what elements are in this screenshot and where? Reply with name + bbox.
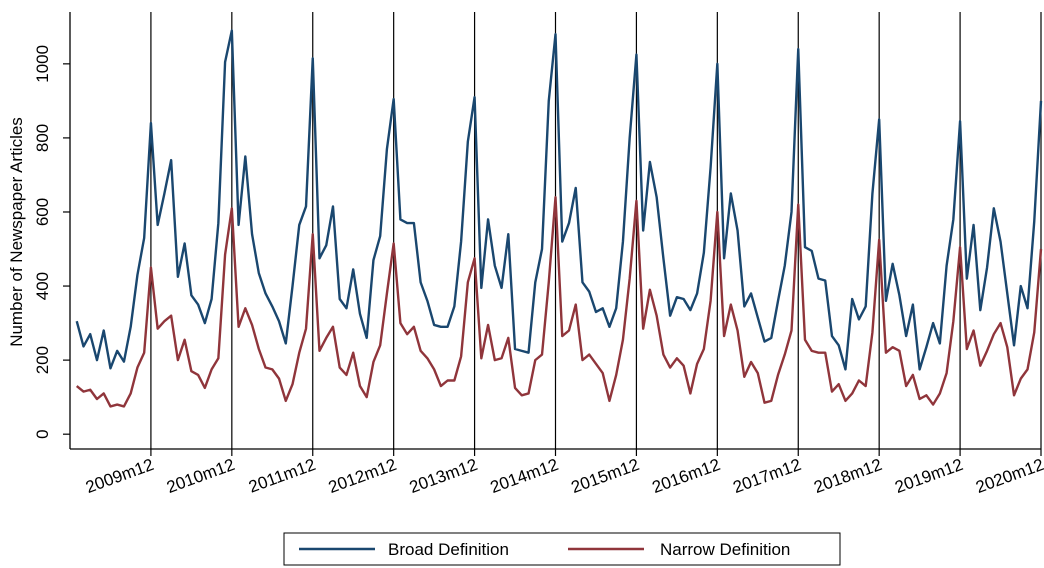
series-line-narrow-definition bbox=[75, 195, 1043, 408]
y-tick-label-400: 400 bbox=[33, 272, 52, 300]
x-tick-label-2019m12: 2019m12 bbox=[892, 455, 965, 497]
x-tick-label-2018m12: 2018m12 bbox=[811, 455, 884, 497]
y-tick-label-200: 200 bbox=[33, 346, 52, 374]
legend-label-narrow-definition: Narrow Definition bbox=[660, 540, 790, 559]
y-tick-label-0: 0 bbox=[33, 429, 52, 438]
x-tick-label-2009m12: 2009m12 bbox=[83, 455, 156, 497]
x-tick-label-2016m12: 2016m12 bbox=[650, 455, 723, 497]
series-line-broad-definition bbox=[75, 29, 1043, 371]
legend: Broad Definition Narrow Definition bbox=[283, 532, 841, 566]
x-tick-label-2010m12: 2010m12 bbox=[164, 455, 237, 497]
y-ticks: 0 200 400 600 800 1000 bbox=[33, 45, 70, 439]
legend-box bbox=[283, 532, 841, 566]
x-tick-label-2020m12: 2020m12 bbox=[973, 455, 1044, 497]
x-ticks: 2009m12 2010m12 2011m12 2012m12 2013m12 2014m… bbox=[83, 449, 1044, 497]
y-tick-label-600: 600 bbox=[33, 198, 52, 226]
y-tick-label-1000: 1000 bbox=[33, 45, 52, 83]
series-lines bbox=[75, 29, 1043, 408]
y-axis-title: Number of Newspaper Articles bbox=[7, 117, 26, 347]
y-tick-label-800: 800 bbox=[33, 124, 52, 152]
x-tick-label-2011m12: 2011m12 bbox=[246, 455, 318, 497]
x-tick-label-2017m12: 2017m12 bbox=[731, 455, 804, 497]
legend-label-broad-definition: Broad Definition bbox=[388, 540, 509, 559]
x-tick-label-2015m12: 2015m12 bbox=[569, 455, 642, 497]
x-tick-label-2014m12: 2014m12 bbox=[488, 455, 561, 497]
x-tick-label-2013m12: 2013m12 bbox=[407, 455, 480, 497]
x-tick-label-2012m12: 2012m12 bbox=[326, 455, 399, 497]
